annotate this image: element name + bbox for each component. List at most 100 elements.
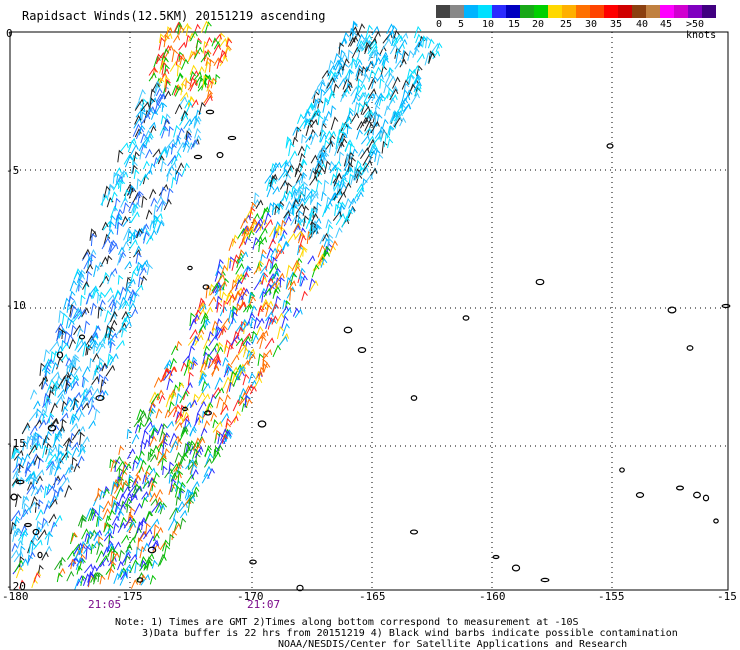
wind-barb	[251, 330, 258, 342]
wind-barb	[211, 320, 219, 331]
wind-barb	[148, 482, 156, 496]
wind-barb	[200, 393, 211, 405]
scale-color-6	[520, 5, 534, 18]
wind-barb	[320, 88, 326, 101]
wind-barb	[47, 453, 58, 465]
wind-barb	[376, 153, 384, 166]
wind-barb	[145, 522, 151, 536]
wind-barb	[189, 64, 197, 75]
wind-barb	[91, 375, 100, 385]
wind-barb	[48, 412, 55, 424]
wind-barb	[285, 136, 292, 147]
wind-barb	[221, 325, 228, 336]
wind-barb	[416, 65, 423, 77]
wind-barb	[305, 133, 314, 143]
wind-barb	[332, 210, 342, 221]
island-outlines	[10, 109, 731, 592]
wind-barb	[163, 34, 170, 48]
wind-barb	[207, 79, 213, 89]
wind-barb	[351, 57, 357, 69]
wind-barb	[182, 142, 190, 152]
wind-barb	[65, 382, 73, 392]
wind-barb	[391, 34, 398, 46]
wind-barb	[106, 542, 114, 551]
scale-label-30: 30	[585, 19, 598, 30]
wind-barb	[373, 30, 381, 41]
wind-barb	[201, 382, 211, 394]
wind-barb	[314, 107, 322, 117]
wind-barb	[262, 363, 269, 373]
island-outline	[635, 492, 645, 498]
wind-barb	[207, 467, 215, 479]
wind-barb	[133, 228, 139, 240]
wind-barb	[308, 278, 316, 290]
wind-barb	[15, 493, 22, 507]
wind-barb	[75, 280, 83, 293]
wind-barb	[90, 387, 100, 399]
wind-barb	[61, 329, 67, 340]
wind-barb	[147, 451, 153, 462]
wind-barb	[129, 559, 139, 573]
wind-barb	[87, 571, 95, 583]
scale-color-15	[646, 5, 660, 18]
wind-barb	[335, 213, 346, 226]
wind-barb	[211, 386, 221, 398]
wind-barb	[184, 381, 193, 395]
wind-barb	[203, 457, 213, 468]
wind-barb	[33, 539, 43, 550]
wind-barb	[114, 289, 122, 299]
wind-barb	[110, 550, 116, 563]
wind-barb	[202, 351, 210, 365]
wind-barb	[264, 174, 273, 184]
wind-barb	[13, 550, 24, 563]
wind-barb	[181, 110, 189, 122]
island-outline	[343, 326, 353, 334]
wind-barb	[332, 160, 342, 172]
wind-barb	[310, 132, 319, 146]
wind-barb	[124, 260, 132, 270]
wind-barb	[96, 541, 104, 555]
wind-barb	[242, 335, 251, 347]
wind-barb	[274, 205, 281, 215]
wind-barb	[387, 97, 396, 110]
wind-barb	[10, 509, 21, 522]
wind-barb	[238, 249, 245, 259]
wind-barb	[268, 262, 279, 274]
wind-barb	[181, 411, 190, 424]
lat-label-0: 0	[6, 27, 13, 40]
wind-barb	[192, 437, 202, 451]
wind-barb	[85, 293, 93, 305]
wind-barb	[272, 344, 281, 358]
wind-barb	[45, 442, 52, 455]
wind-barb	[145, 553, 155, 565]
wind-barb	[139, 150, 145, 160]
wind-barb	[356, 120, 365, 131]
wind-barb	[324, 130, 333, 140]
wind-barb	[180, 58, 189, 70]
wind-barb	[79, 269, 86, 280]
wind-barb	[59, 451, 69, 464]
wind-barb	[157, 155, 165, 165]
scale-label-40: 40	[636, 19, 649, 30]
wind-barb	[163, 32, 173, 43]
wind-barb	[176, 64, 183, 77]
wind-barb	[107, 313, 117, 326]
wind-barb	[149, 407, 156, 417]
wind-barb	[175, 461, 183, 472]
wind-barb	[266, 184, 275, 198]
wind-barb	[153, 376, 162, 388]
wind-barb	[310, 192, 319, 204]
wind-barb	[311, 110, 321, 121]
wind-barb	[165, 138, 176, 150]
wind-barb	[194, 46, 203, 59]
wind-barb	[46, 483, 53, 496]
wind-barb	[206, 79, 215, 92]
wind-barb	[80, 514, 87, 528]
wind-barb	[110, 302, 117, 313]
wind-barb	[179, 509, 188, 519]
wind-barb	[138, 459, 147, 473]
scale-color-3	[478, 5, 492, 18]
wind-barb	[262, 349, 273, 361]
wind-barb	[73, 542, 84, 554]
wind-barb	[165, 44, 174, 57]
